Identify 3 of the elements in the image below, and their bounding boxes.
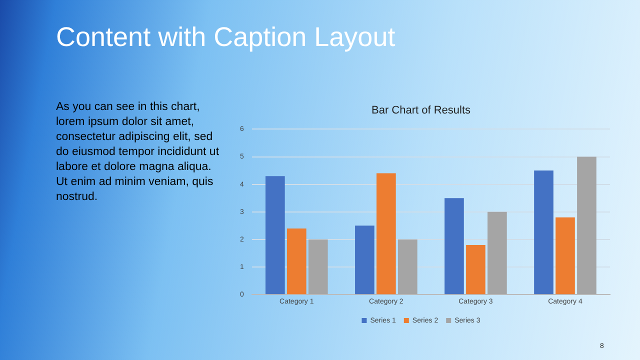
text: As you can see in this chart, lorem ipsum dolor sit amet, consectetur adipiscing elit, sed do eiusmod tempor incididunt ut labore et dolore magna aliqua. Ut enim ad minim veniam, quis nostrud. xyxy=(56,100,220,205)
chart-title: Bar Chart of Results xyxy=(371,104,472,117)
text: Content with Caption Layout xyxy=(56,22,396,53)
